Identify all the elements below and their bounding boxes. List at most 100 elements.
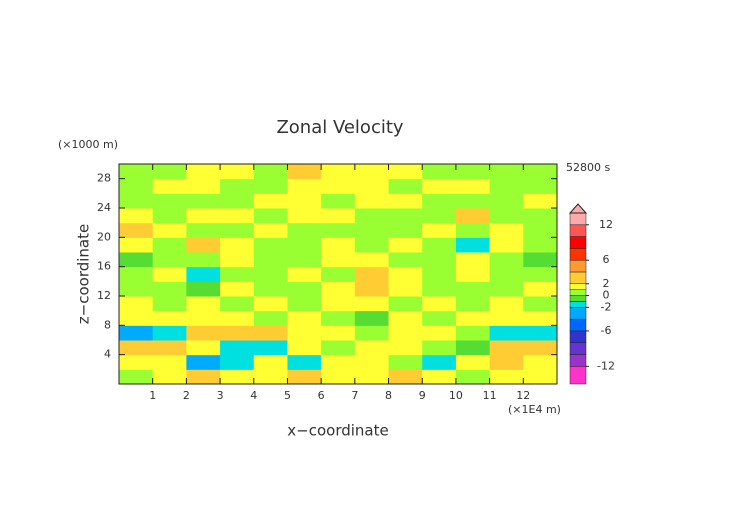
contour-cell [253,369,288,384]
contour-cell [220,354,255,370]
contour-cell [455,296,491,312]
contour-cell [287,237,322,253]
contour-cell [321,193,356,209]
contour-cell [489,178,524,194]
contour-cell [186,354,221,370]
contour-cell [354,252,390,268]
contour-cell [388,266,423,282]
contour-cell [186,310,221,326]
contour-cell [455,369,491,384]
contour-cell [287,252,322,268]
contour-cell [119,193,154,209]
contour-cell [119,164,154,180]
contour-cell [253,193,288,209]
colorbar-tick-label: 0 [603,289,610,302]
contour-cell [354,164,390,180]
plot-frame [118,163,558,385]
contour-cell [422,208,457,224]
colorbar-band [569,318,587,332]
colorbar-band [569,301,587,308]
colorbar-band [569,212,587,226]
contour-cell [523,193,557,209]
contour-cell [186,164,221,180]
contour-cell [287,296,322,312]
contour-cell [422,237,457,253]
colorbar-band [569,236,587,249]
contour-cell [321,222,356,238]
contour-cell [523,354,557,370]
contour-cell [253,237,288,253]
contour-cell [186,222,221,238]
colorbar-band [569,224,587,237]
contour-cell [422,178,457,194]
contour-cell [489,164,524,180]
contour-cell [220,222,255,238]
contour-cell [220,266,255,282]
contour-cell [152,252,187,268]
contour-cell [388,252,423,268]
x-tick-label: 3 [217,389,224,402]
contour-cell [523,237,557,253]
contour-cell [287,310,322,326]
time-label: 52800 s [566,161,610,174]
contour-cell [422,252,457,268]
contour-cell [119,266,154,282]
x-unit: (×1E4 m) [508,403,561,416]
plot-area [119,164,557,384]
contour-cell [186,296,221,312]
contour-cell [152,325,187,341]
contour-cell [388,354,423,370]
contour-cell [152,164,187,180]
contour-cell [455,237,491,253]
contour-cell [119,222,154,238]
colorbar-band [569,248,587,261]
contour-cell [253,281,288,297]
contour-cell [287,281,322,297]
contour-cell [253,222,288,238]
contour-cell [388,340,423,356]
contour-cell [523,222,557,238]
y-tick-label: 20 [97,230,111,243]
contour-cell [186,325,221,341]
contour-cell [523,266,557,282]
contour-cell [119,310,154,326]
contour-cell [388,237,423,253]
contour-cell [287,369,322,384]
contour-cell [354,193,390,209]
contour-cell [489,193,524,209]
x-tick-label: 8 [385,389,392,402]
contour-cell [220,296,255,312]
contour-cell [220,325,255,341]
contour-cell [354,237,390,253]
colorbar-tick-label: -2 [601,300,612,313]
contour-cell [523,369,557,384]
contour-cell [455,325,491,341]
contour-cell [119,325,154,341]
y-tick-label: 24 [97,201,111,214]
contour-cell [354,266,390,282]
contour-cell [455,310,491,326]
colorbar-band [569,354,587,367]
contour-cell [422,193,457,209]
contour-cell [253,296,288,312]
contour-cell [455,178,491,194]
contour-cell [152,354,187,370]
contour-cell [253,208,288,224]
contour-cell [321,325,356,341]
contour-cell [489,369,524,384]
contour-cell [455,266,491,282]
contour-cell [321,310,356,326]
contour-cell [489,310,524,326]
contour-cell [253,310,288,326]
colorbar-band [569,342,587,355]
contour-cell [287,164,322,180]
contour-cell [287,193,322,209]
colorbar-band [569,307,587,320]
contour-cell [321,340,356,356]
contour-cell [523,281,557,297]
contour-cell [287,222,322,238]
x-tick-label: 4 [250,389,257,402]
contour-cell [422,310,457,326]
contour-cell [455,164,491,180]
